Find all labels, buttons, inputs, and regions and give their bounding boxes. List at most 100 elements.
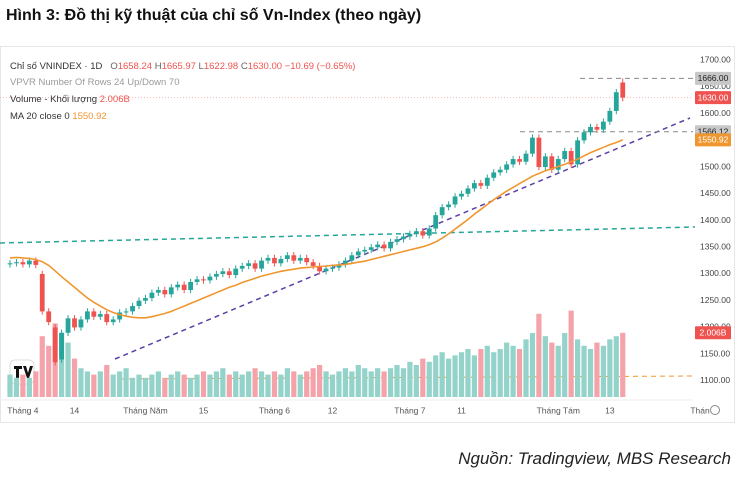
volume-bar: [200, 371, 207, 397]
vpvr-label: VPVR Number Of Rows 24 Up/Down 70: [10, 77, 355, 89]
candle-body: [39, 273, 45, 312]
volume-bar: [246, 371, 252, 397]
legend-row: MA 20 close 0 1550.92: [10, 110, 355, 124]
volume-bar: [529, 333, 536, 397]
candle-body: [446, 204, 451, 208]
chart: Thán 1100.001150.001200.001250.001300.00…: [0, 46, 735, 423]
volume-bar: [65, 342, 71, 397]
volume-bar: [297, 374, 303, 397]
volume-bar: [491, 352, 497, 397]
candle-body: [497, 169, 503, 173]
volume-bar: [613, 336, 619, 397]
price-badge-label: 1666.00: [698, 73, 729, 83]
candle-body: [613, 92, 619, 111]
volume-bar: [284, 368, 290, 397]
volume-bar: [239, 374, 245, 397]
candle-body: [620, 82, 626, 98]
price-badge-label: 1630.00: [698, 92, 729, 102]
volume-bar: [168, 374, 174, 397]
candle-body: [291, 255, 297, 261]
candle-body: [594, 126, 600, 130]
volume-bar: [142, 377, 149, 397]
x-tick-label: Tháng 7: [394, 405, 425, 415]
candle-body: [123, 311, 129, 313]
volume-label: Volume - Khối lượng: [10, 94, 98, 105]
candle-body: [20, 262, 26, 265]
volume-bar: [536, 313, 542, 397]
settings-icon[interactable]: [710, 405, 720, 415]
volume-bar: [568, 310, 574, 397]
candle-body: [272, 257, 277, 264]
ma-label: MA 20 close 0: [10, 111, 70, 122]
volume-bar: [458, 352, 465, 397]
volume-bar: [542, 336, 548, 397]
candle-body: [188, 282, 193, 291]
candle-body: [413, 231, 419, 234]
candle-body: [85, 311, 90, 320]
candle-body: [214, 273, 219, 277]
volume-bar: [600, 345, 606, 397]
volume-bar: [59, 333, 65, 397]
x-tick-label: Tháng Tám: [537, 405, 580, 415]
ma-value: 1550.92: [72, 111, 107, 122]
ohlc-value: 1658.24: [117, 61, 153, 72]
symbol: Chỉ số VNINDEX · 1D: [10, 61, 103, 72]
volume-bar: [71, 358, 78, 397]
volume-bar: [426, 361, 432, 397]
volume-bar: [26, 377, 32, 397]
volume-bar: [207, 374, 213, 397]
volume-bar: [91, 374, 97, 397]
x-tick-label: 12: [328, 405, 338, 415]
ma20-line: [9, 139, 624, 319]
candle-body: [317, 265, 322, 272]
x-tick-label: 14: [70, 405, 80, 415]
x-tick-label: Tháng Năm: [123, 405, 167, 415]
volume-bar: [342, 368, 348, 397]
candle-body: [472, 183, 477, 189]
volume-bar: [620, 332, 626, 397]
candle-body: [420, 231, 426, 236]
candle-body: [72, 318, 77, 328]
volume-bar: [104, 365, 110, 397]
candle-body: [401, 236, 406, 240]
candle-body: [607, 110, 613, 122]
volume-bar: [46, 345, 52, 397]
volume-bar: [97, 371, 103, 397]
candle-body: [26, 260, 32, 265]
candle-body: [220, 271, 226, 274]
candle-body: [562, 151, 568, 160]
volume-bar: [465, 349, 471, 397]
candle-body: [46, 311, 52, 323]
y-tick-label: 1450.00: [700, 188, 731, 198]
source-note: Nguồn: Tradingview, MBS Research: [458, 449, 731, 468]
candle-body: [368, 247, 374, 250]
volume-bar: [117, 371, 123, 397]
volume-bar: [123, 368, 129, 397]
volume-bar: [549, 342, 555, 397]
candle-body: [388, 241, 393, 249]
candle-body: [504, 164, 510, 170]
candle-body: [59, 332, 64, 360]
volume-bar: [368, 371, 374, 397]
price-badge: [695, 91, 731, 105]
volume-bar: [336, 371, 342, 397]
volume-bar: [194, 374, 200, 397]
candle-body: [465, 188, 471, 194]
legend-row: Volume - Khối lượng 2.006B: [10, 89, 355, 110]
volume-bar: [136, 374, 142, 397]
volume-bar: [433, 355, 439, 397]
volume-bar: [181, 374, 187, 397]
volume-bar: [562, 333, 568, 397]
candle-body: [375, 244, 381, 248]
candle-body: [143, 298, 148, 301]
candle-body: [284, 255, 290, 260]
candle-body: [226, 271, 232, 276]
volume-bar: [523, 339, 529, 397]
y-tick-label: 1650.00: [700, 81, 731, 91]
volume-bar: [387, 368, 394, 397]
candle-body: [297, 257, 303, 261]
volume-bar: [162, 377, 168, 397]
price-badge: [695, 133, 731, 147]
volume-bar: [13, 377, 20, 397]
